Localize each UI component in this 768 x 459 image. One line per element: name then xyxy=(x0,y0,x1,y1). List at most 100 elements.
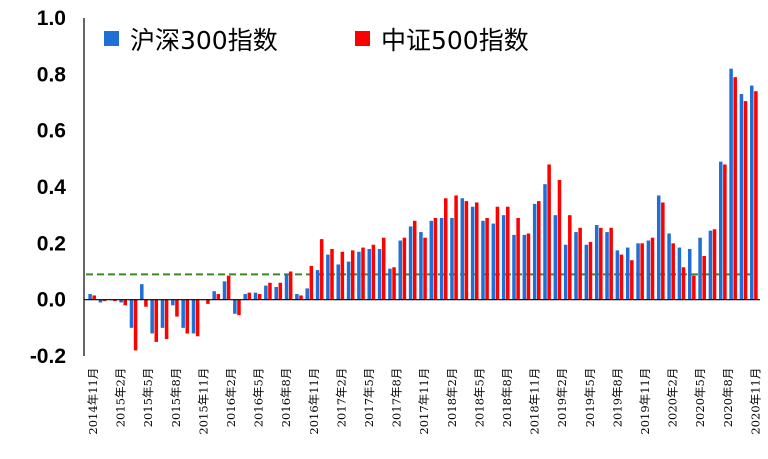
bar-zz500 xyxy=(733,77,737,300)
bar-zz500 xyxy=(299,295,303,300)
x-tick-label: 2017年8月 xyxy=(390,368,404,428)
bar-zz500 xyxy=(506,206,510,300)
bar-hs300 xyxy=(563,244,568,300)
bar-zz500 xyxy=(309,265,314,300)
bar-hs300 xyxy=(470,206,475,300)
bar-zz500 xyxy=(702,256,706,300)
bar-hs300 xyxy=(739,94,744,300)
bar-hs300 xyxy=(295,294,299,300)
bar-zz500 xyxy=(464,201,469,300)
bar-zz500 xyxy=(257,294,262,300)
legend: 沪深300指数 中证500指数 xyxy=(104,26,529,55)
bar-hs300 xyxy=(574,232,578,300)
bar-hs300 xyxy=(160,299,165,328)
x-tick-label: 2017年5月 xyxy=(362,368,376,428)
bar-zz500 xyxy=(402,237,407,300)
bar-hs300 xyxy=(698,237,702,300)
bar-zz500 xyxy=(526,233,531,300)
bar-zz500 xyxy=(712,229,717,300)
bar-zz500 xyxy=(578,227,582,300)
bar-hs300 xyxy=(501,215,506,300)
x-tick-labels: 2014年11月 2015年2月 2015年5月 2015年8月 2015年11月 201… xyxy=(86,368,762,435)
bar-hs300 xyxy=(336,264,340,300)
bar-zz500 xyxy=(547,164,551,300)
bar-hs300 xyxy=(408,226,413,300)
bar-hs300 xyxy=(315,270,320,300)
bar-hs300 xyxy=(305,288,309,300)
bar-zz500 xyxy=(754,91,758,300)
x-tick-label: 2016年2月 xyxy=(224,368,238,428)
x-tick-label: 2017年2月 xyxy=(334,368,348,428)
bar-hs300 xyxy=(491,223,496,300)
bar-hs300 xyxy=(377,248,382,300)
x-tick-label: 2018年2月 xyxy=(445,368,459,428)
x-tick-label: 2018年5月 xyxy=(472,368,486,428)
bar-zz500 xyxy=(516,217,520,300)
x-tick-label: 2016年5月 xyxy=(252,368,266,428)
bar-zz500 xyxy=(319,239,324,300)
y-tick-label: 0.2 xyxy=(37,232,66,255)
bar-zz500 xyxy=(185,299,190,334)
bar-hs300 xyxy=(284,274,289,300)
bar-hs300 xyxy=(346,261,351,300)
bar-hs300 xyxy=(129,299,134,328)
bar-hs300 xyxy=(191,299,196,334)
bar-zz500 xyxy=(154,299,159,342)
bar-hs300 xyxy=(450,217,454,300)
bar-zz500 xyxy=(288,271,293,300)
bar-hs300 xyxy=(460,198,465,300)
x-tick-label: 2016年8月 xyxy=(279,368,293,428)
bar-hs300 xyxy=(243,294,247,300)
x-tick-label: 2018年11月 xyxy=(528,368,542,435)
bar-hs300 xyxy=(357,251,361,300)
bar-hs300 xyxy=(594,225,599,300)
bars-layer xyxy=(88,68,758,351)
bar-zz500 xyxy=(681,267,686,300)
bar-zz500 xyxy=(164,299,169,340)
bar-hs300 xyxy=(88,294,92,300)
bar-zz500 xyxy=(144,299,148,307)
bar-zz500 xyxy=(350,250,355,300)
bar-hs300 xyxy=(750,85,754,300)
bar-zz500 xyxy=(216,294,221,300)
legend-swatch-hs300 xyxy=(104,31,119,46)
x-tick-label: 2015年5月 xyxy=(141,368,155,428)
y-tick-label: 1.0 xyxy=(37,7,66,30)
bar-zz500 xyxy=(237,299,241,316)
legend-label-zz500: 中证500指数 xyxy=(381,26,529,55)
bar-hs300 xyxy=(708,230,713,300)
bar-hs300 xyxy=(212,291,216,300)
x-tick-label: 2020年11月 xyxy=(748,368,762,435)
bar-zz500 xyxy=(433,217,438,300)
bar-hs300 xyxy=(615,250,620,300)
bar-zz500 xyxy=(175,299,179,317)
bar-zz500 xyxy=(102,299,107,302)
y-tick-labels: 1.0 0.8 0.6 0.4 0.2 0.0 -0.2 xyxy=(30,7,66,368)
bar-zz500 xyxy=(392,267,396,300)
bar-zz500 xyxy=(133,299,138,351)
bar-zz500 xyxy=(495,206,500,300)
bar-hs300 xyxy=(481,220,485,300)
bar-zz500 xyxy=(692,275,696,300)
bar-hs300 xyxy=(522,234,527,300)
y-tick-label: -0.2 xyxy=(30,345,66,368)
bar-zz500 xyxy=(568,215,572,300)
bar-hs300 xyxy=(140,284,144,300)
legend-label-hs300: 沪深300指数 xyxy=(130,26,278,55)
x-tick-label: 2015年8月 xyxy=(169,368,183,428)
bar-hs300 xyxy=(605,232,609,300)
bar-zz500 xyxy=(381,237,386,300)
bar-hs300 xyxy=(532,203,537,300)
x-tick-label: 2016年11月 xyxy=(307,368,321,435)
bar-hs300 xyxy=(171,299,175,306)
bar-zz500 xyxy=(454,195,458,300)
bar-zz500 xyxy=(123,299,127,306)
bar-hs300 xyxy=(677,247,682,300)
bar-zz500 xyxy=(195,299,200,337)
y-tick-label: 0.8 xyxy=(37,63,67,86)
bar-zz500 xyxy=(340,251,345,300)
bar-zz500 xyxy=(485,217,489,300)
bar-hs300 xyxy=(646,240,651,300)
bar-hs300 xyxy=(98,299,103,303)
bar-hs300 xyxy=(119,299,123,303)
